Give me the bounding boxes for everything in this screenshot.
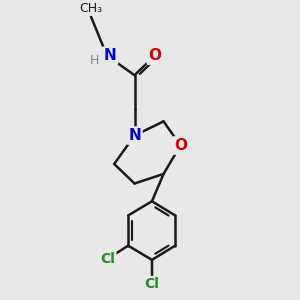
Text: O: O bbox=[148, 48, 161, 63]
Text: Cl: Cl bbox=[100, 252, 115, 266]
Text: N: N bbox=[104, 48, 116, 63]
Text: CH₃: CH₃ bbox=[80, 2, 103, 15]
Text: N: N bbox=[128, 128, 141, 143]
Text: O: O bbox=[174, 138, 187, 153]
Text: H: H bbox=[90, 54, 99, 67]
Text: Cl: Cl bbox=[145, 278, 160, 292]
